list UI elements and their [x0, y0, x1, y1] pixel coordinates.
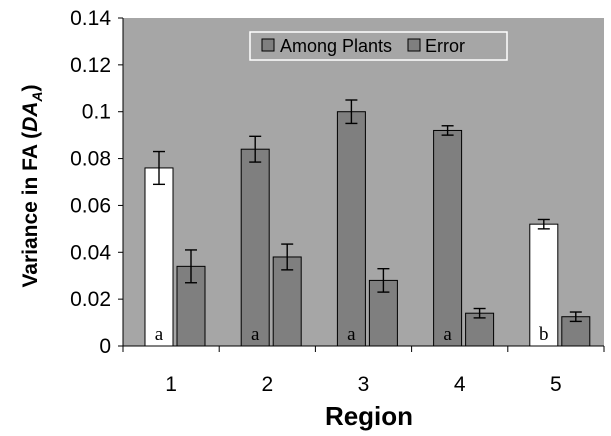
legend-swatch-among-plants: [261, 38, 275, 52]
bar-among-plants: [240, 148, 270, 347]
x-axis-ticks: 1 2 3 4 5: [122, 346, 605, 396]
x-tick-label: 5: [550, 373, 562, 396]
bar-among-plants: [144, 167, 174, 347]
bar-significance-label: a: [251, 324, 260, 345]
legend-swatch-error: [407, 38, 421, 52]
bar-among-plants: [433, 129, 463, 347]
x-tick-label: 2: [261, 373, 273, 396]
y-axis-title-main: Variance in FA (: [19, 132, 42, 288]
y-tick-label: 0.14: [70, 7, 111, 30]
y-tick-label: 0.08: [70, 148, 111, 171]
legend-label-among-plants: Among Plants: [280, 36, 392, 56]
bar-significance-label: a: [155, 324, 164, 345]
y-axis-title-subscript: A: [29, 91, 45, 102]
legend-label-error: Error: [425, 36, 465, 56]
y-tick-label: 0.02: [70, 288, 111, 311]
x-tick-label: 1: [165, 373, 177, 396]
y-tick-label: 0.1: [82, 101, 111, 124]
y-axis-title-close: ): [19, 84, 42, 91]
bar-significance-label: a: [443, 324, 452, 345]
y-tick-label: 0.12: [70, 54, 111, 77]
y-tick-label: 0.06: [70, 194, 111, 217]
bar-error: [465, 312, 495, 347]
legend: Among Plants Error: [249, 31, 508, 61]
bar-significance-label: b: [539, 324, 549, 345]
bar-among-plants: [336, 111, 366, 347]
y-tick-label: 0: [99, 335, 111, 358]
legend-box: [249, 31, 508, 61]
x-tick-label: 4: [454, 373, 466, 396]
x-axis-title: Region: [325, 401, 413, 431]
x-tick-label: 3: [358, 373, 370, 396]
y-tick-label: 0.04: [70, 241, 111, 264]
y-axis-ticks: 0 0.02 0.04 0.06 0.08 0.1 0.12 0.14: [70, 7, 123, 358]
bar-error: [272, 256, 302, 347]
bar-among-plants: [529, 223, 559, 347]
y-axis-title-italic: DA: [19, 102, 42, 132]
bar-significance-label: a: [347, 324, 356, 345]
y-axis-title: Variance in FA (DAA): [19, 84, 45, 287]
